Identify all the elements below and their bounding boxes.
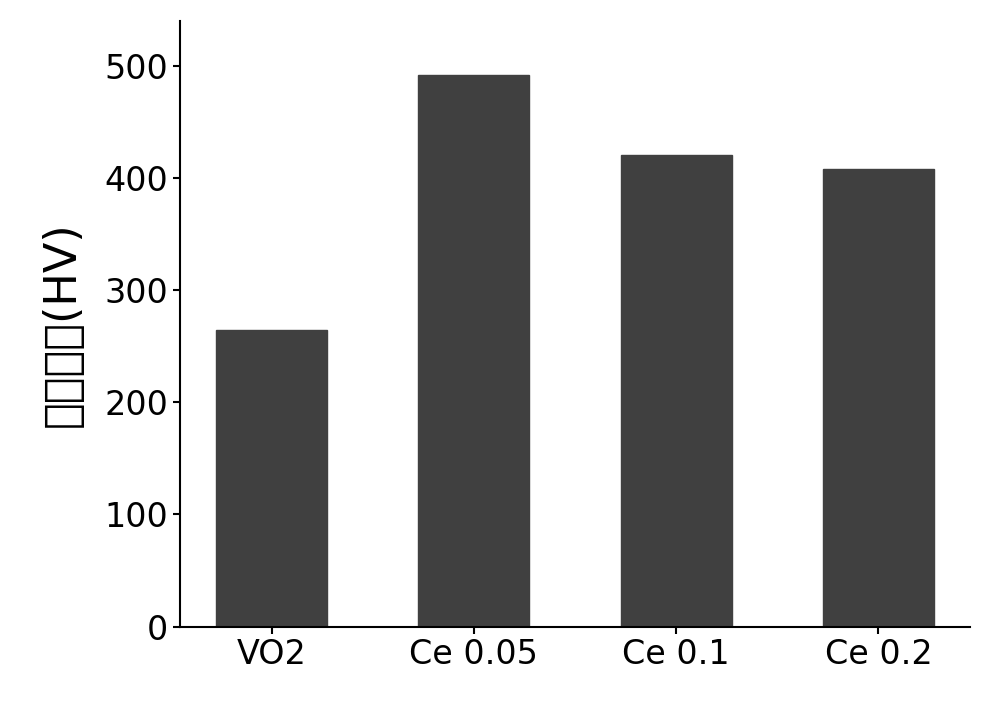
- Bar: [216, 330, 327, 627]
- Bar: [418, 75, 529, 627]
- Bar: [823, 169, 934, 627]
- Bar: [621, 155, 732, 627]
- Y-axis label: 维氏硬度(HV): 维氏硬度(HV): [40, 221, 83, 426]
